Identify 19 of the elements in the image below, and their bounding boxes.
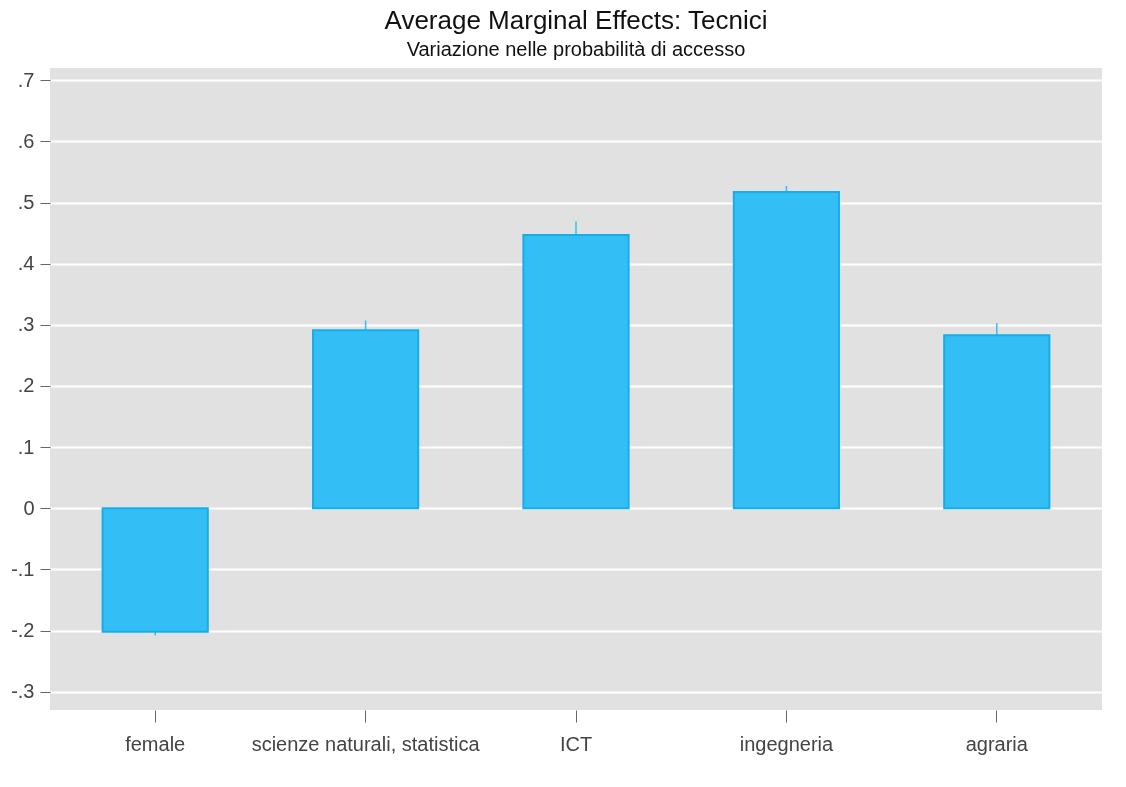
chart-subtitle: Variazione nelle probabilità di accesso — [406, 38, 746, 60]
bar — [101, 507, 209, 633]
y-tick-label: -.3 — [11, 680, 35, 703]
y-tick-label: .4 — [17, 252, 35, 275]
y-tick-label: 0 — [23, 496, 35, 519]
chart-title: Average Marginal Effects: Tecnici — [384, 5, 768, 35]
y-tick-label: .3 — [17, 313, 35, 336]
y-tick-label: -.1 — [11, 557, 35, 580]
y-tick-label: .6 — [17, 129, 35, 152]
x-tick-label: scienze naturali, statistica — [251, 732, 481, 755]
y-tick-label: .7 — [17, 68, 35, 91]
y-tick-label: .2 — [17, 374, 35, 397]
x-tick-label: ICT — [559, 732, 593, 755]
x-tick-label: agraria — [965, 732, 1029, 755]
x-tick-label: ingegneria — [739, 732, 834, 755]
x-tick-label: female — [125, 732, 186, 755]
y-tick-label: -.2 — [11, 619, 35, 642]
y-tick-label: .5 — [17, 191, 35, 214]
y-tick-label: .1 — [17, 435, 35, 458]
